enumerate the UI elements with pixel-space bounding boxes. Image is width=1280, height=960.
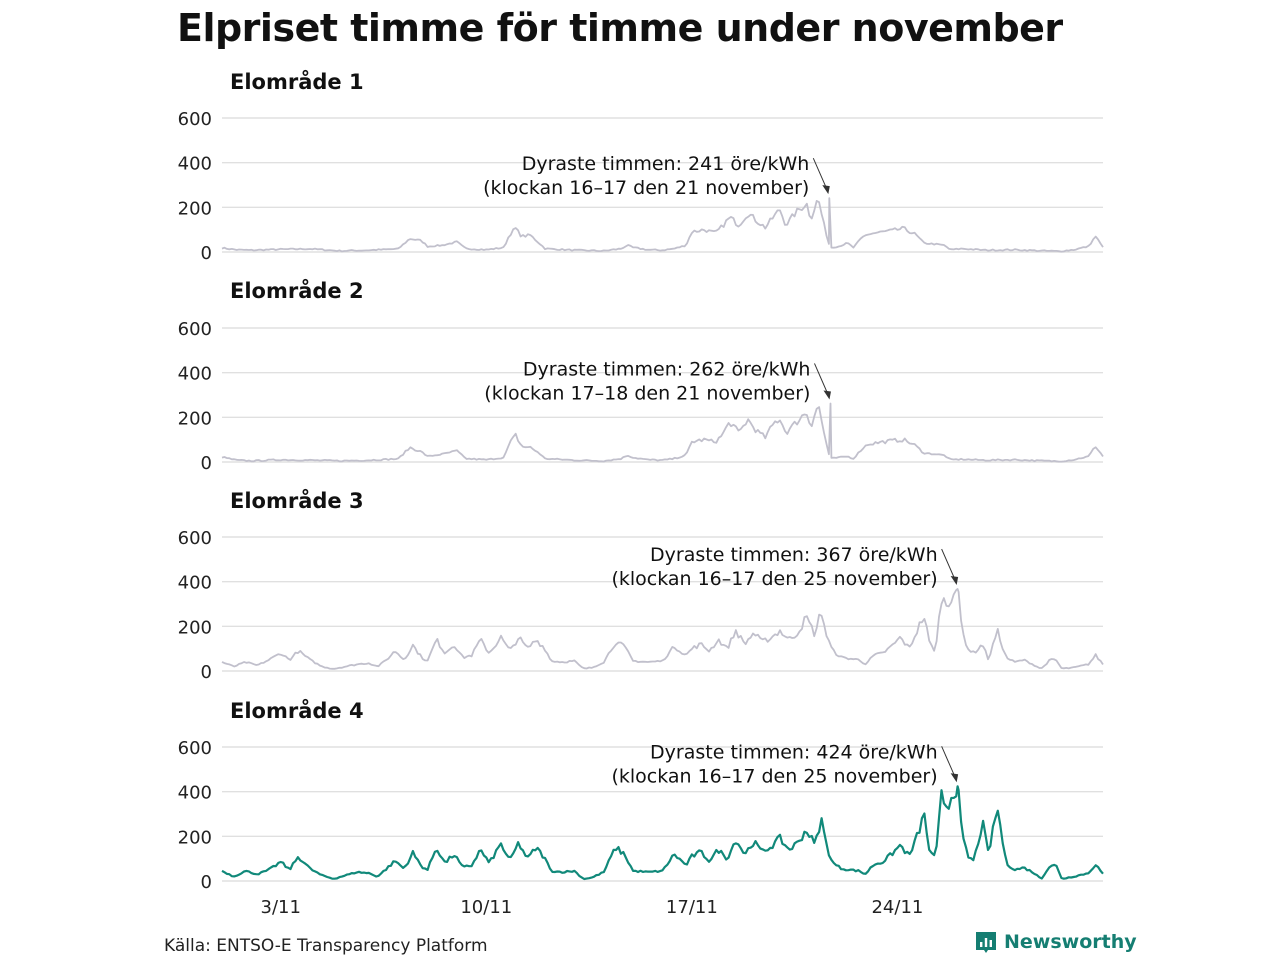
peak-annotation-line2: (klockan 16–17 den 25 november) [611,568,937,590]
y-tick-label: 200 [178,827,212,848]
peak-annotation-line2: (klockan 16–17 den 21 november) [483,177,809,199]
peak-annotation-line2: (klockan 16–17 den 25 november) [611,765,937,787]
series-line [221,785,1104,881]
panel-title: Elområde 3 [230,488,364,513]
y-tick-label: 0 [201,453,212,474]
y-tick-label: 0 [201,243,212,264]
x-tick-label: 10/11 [460,897,512,918]
peak-annotation-line2: (klockan 17–18 den 21 november) [484,382,810,404]
y-tick-label: 600 [178,109,212,130]
panel-elomrade-3: Elområde 3 0 200 400 600 Dyraste timmen: 367 … [178,488,1104,683]
series-line [221,402,1104,463]
peak-arrow-line [814,363,829,396]
peak-annotation-line1: Dyraste timmen: 241 öre/kWh [522,153,810,175]
y-tick-label: 200 [178,408,212,429]
y-tick-label: 200 [178,617,212,638]
y-tick-label: 400 [178,364,212,385]
peak-arrow-head [950,773,959,783]
series-line [221,197,1104,253]
bar-chart-icon [976,932,996,953]
y-tick-label: 400 [178,154,212,175]
panel-title: Elområde 2 [230,278,364,303]
y-tick-label: 600 [178,738,212,759]
peak-arrow-line [941,746,957,779]
panel-elomrade-2: Elområde 2 0 200 400 600 Dyraste timmen: 262 … [178,278,1104,474]
y-tick-label: 400 [178,573,212,594]
x-tick-label: 3/11 [261,897,301,918]
peak-arrow-head [823,390,831,400]
peak-arrow-head [950,576,959,586]
peak-annotation-line1: Dyraste timmen: 424 öre/kWh [650,741,938,763]
peak-annotation-line1: Dyraste timmen: 367 öre/kWh [650,544,938,566]
panel-elomrade-1: Elområde 1 0 200 400 600 Dyraste timmen: 241 … [178,69,1104,264]
peak-arrow-line [941,548,957,582]
series-line [221,588,1104,670]
panel-title: Elområde 4 [230,698,364,723]
source-note: Källa: ENTSO-E Transparency Platform [164,936,488,956]
y-tick-label: 400 [178,783,212,804]
y-tick-label: 0 [201,662,212,683]
x-tick-label: 24/11 [871,897,923,918]
peak-annotation-line1: Dyraste timmen: 262 öre/kWh [523,358,811,380]
panel-elomrade-4: Elområde 4 0 200 400 600 Dyraste timmen: 424 … [178,698,1104,918]
brand-name: Newsworthy [1004,931,1137,953]
panel-title: Elområde 1 [230,69,364,94]
peak-arrow-head [822,185,830,195]
chart-title: Elpriset timme för timme under november [177,6,1063,50]
x-tick-label: 17/11 [666,897,718,918]
brand-logo: Newsworthy [974,930,1137,954]
y-tick-label: 0 [201,872,212,893]
y-tick-label: 600 [178,319,212,340]
y-tick-label: 200 [178,198,212,219]
peak-arrow-line [812,157,828,191]
y-tick-label: 600 [178,528,212,549]
